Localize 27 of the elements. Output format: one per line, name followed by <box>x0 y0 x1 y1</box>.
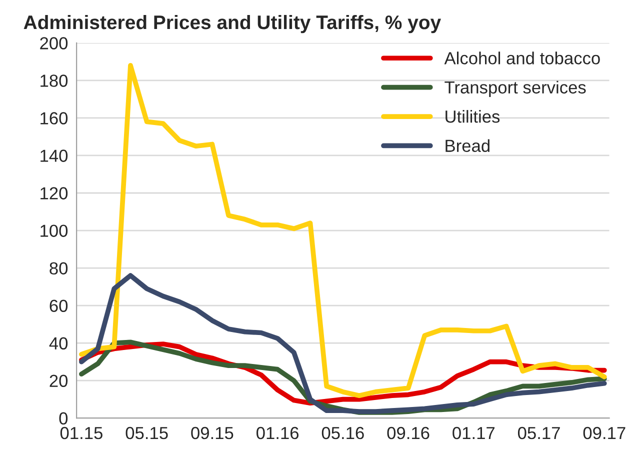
y-tick-label: 160 <box>40 112 68 124</box>
chart-title: Administered Prices and Utility Tariffs, % yoy <box>24 14 441 34</box>
legend-label: Utilities <box>446 110 500 123</box>
x-tick-label: 05.17 <box>518 426 560 440</box>
y-tick-label: 60 <box>50 300 68 312</box>
x-tick-label: 09.17 <box>583 426 626 440</box>
x-tick-label: 09.16 <box>387 426 430 440</box>
x-tick-label: 01.16 <box>256 426 299 440</box>
x-tick-label: 01.17 <box>452 426 495 440</box>
y-tick-label: 140 <box>40 150 68 162</box>
x-tick-label: 05.16 <box>322 426 364 440</box>
y-tick-label: 200 <box>40 37 68 50</box>
y-tick-label: 0 <box>59 412 68 425</box>
x-tick-label: 09.15 <box>191 426 234 440</box>
y-tick-label: 80 <box>50 262 68 274</box>
y-tick-label: 40 <box>49 337 68 350</box>
y-tick-label: 120 <box>40 187 68 200</box>
legend-label: Bread <box>446 139 490 152</box>
line-series <box>79 63 607 398</box>
y-tick-label: 20 <box>50 374 68 388</box>
legend-label: Transport services <box>444 80 586 98</box>
x-tick-label: 05.15 <box>126 426 168 440</box>
x-tick-label: 01.15 <box>60 426 102 440</box>
y-tick-label: 180 <box>40 74 68 87</box>
line-series <box>79 273 607 414</box>
legend-label: Alcohol and tobacco <box>444 52 600 64</box>
y-tick-label: 100 <box>40 224 68 237</box>
